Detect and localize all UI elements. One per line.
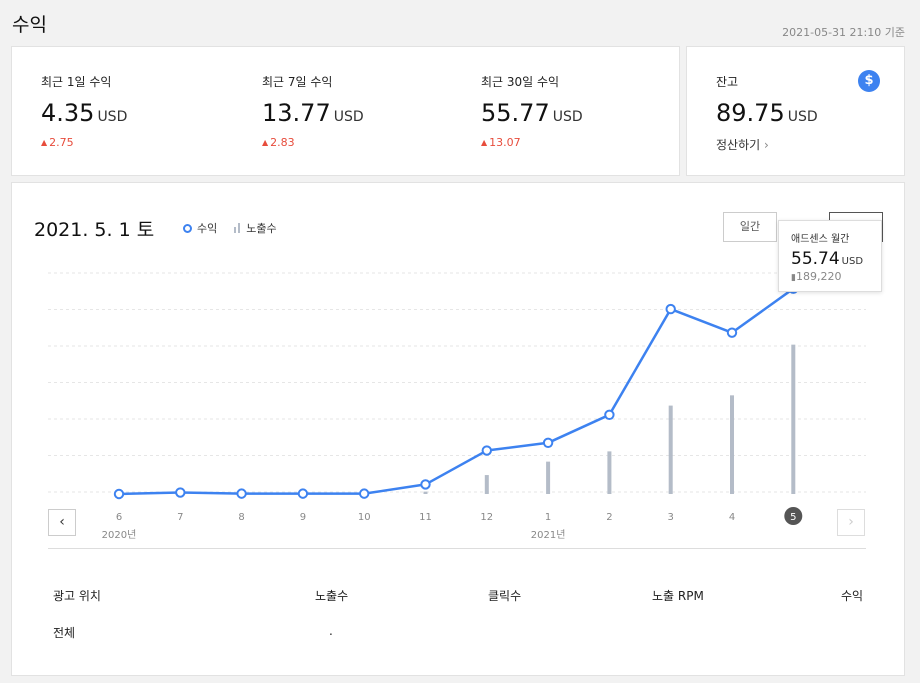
stat-unit: USD: [333, 109, 364, 125]
impressions-bar: [730, 395, 734, 494]
stat-unit: USD: [552, 109, 583, 125]
revenue-point: [113, 488, 125, 500]
th-revenue: 수익: [841, 589, 864, 603]
x-tick-label: 3: [668, 512, 674, 523]
stat-delta: 13.07: [489, 136, 521, 149]
x-tick-label: 11: [419, 512, 432, 523]
chevron-right-icon: ›: [764, 138, 769, 152]
stat-value: 4.35: [41, 99, 95, 127]
th-clicks: 클릭수: [488, 589, 522, 603]
balance-card: 잔고 89.75 USD $ 정산하기 ›: [686, 46, 905, 176]
revenue-line: [118, 287, 795, 496]
settle-link[interactable]: 정산하기 ›: [716, 136, 769, 153]
stat-label: 최근 30일 수익: [481, 75, 560, 89]
revenue-point: [420, 479, 431, 490]
x-tick-label: 6: [116, 512, 122, 523]
x-tick-label: 9: [300, 512, 306, 523]
legend-impressions-marker: [234, 223, 242, 233]
tab-daily[interactable]: 일간: [723, 212, 777, 242]
impressions-bar: [791, 344, 796, 494]
balance-stat: 잔고 89.75 USD: [716, 73, 818, 127]
page-title: 수익: [12, 14, 47, 36]
impressions-bar: [668, 405, 673, 494]
chart-tooltip: 애드센스 월간 55.74 USD ▮189,220: [778, 220, 882, 292]
x-tick-label: 8: [238, 512, 244, 523]
stat-value: 13.77: [262, 99, 331, 127]
stat-delta: 2.75: [49, 136, 74, 149]
prev-period-button[interactable]: ‹: [48, 509, 76, 536]
revenue-point: [359, 488, 370, 499]
legend-revenue-marker: [183, 223, 192, 233]
revenue-point: [604, 409, 615, 421]
tooltip-value: 55.74: [791, 249, 840, 269]
settle-link-label: 정산하기: [716, 138, 761, 152]
impressions-bar: [546, 461, 551, 494]
stat-delta: 2.83: [270, 136, 295, 149]
selected-month-marker: [784, 507, 803, 525]
stat-1day: 최근 1일 수익 4.35 USD ▲ 2.75: [41, 73, 127, 149]
chart-legend: 수익 노출수: [183, 220, 277, 236]
x-tick-label: 10: [358, 512, 371, 523]
dollar-icon: $: [858, 70, 880, 92]
stat-7day: 최근 7일 수익 13.77 USD ▲ 2.83: [262, 73, 364, 149]
balance-value: 89.75: [716, 99, 785, 127]
chart-date: 2021. 5. 1 토: [34, 219, 155, 241]
year-label: 2020년: [102, 529, 137, 541]
divider: [48, 548, 866, 549]
stat-label: 최근 1일 수익: [41, 75, 112, 89]
row-position: 전체: [53, 626, 76, 640]
tooltip-unit: USD: [841, 256, 864, 267]
impressions-bar: [484, 475, 489, 494]
revenue-point: [236, 488, 247, 499]
x-tick-label: 2: [606, 512, 612, 523]
revenue-point: [726, 327, 738, 338]
stat-value: 55.77: [481, 99, 550, 127]
impressions-bar: [423, 491, 428, 494]
stat-label: 최근 7일 수익: [262, 75, 333, 89]
bar-chart-icon: ▮: [791, 273, 796, 283]
revenue-stats-card: 최근 1일 수익 4.35 USD ▲ 2.75 최근 7일 수익 13.77 USD…: [11, 46, 680, 176]
tooltip-title: 애드센스 월간: [791, 234, 850, 245]
up-arrow-icon: ▲: [481, 138, 488, 147]
balance-label: 잔고: [716, 75, 739, 89]
th-impressions: 노출수: [315, 589, 349, 603]
x-tick-label: 4: [729, 512, 735, 523]
x-tick-label: 12: [480, 512, 493, 523]
th-rpm: 노출 RPM: [652, 589, 704, 603]
revenue-point: [297, 488, 309, 499]
x-tick-label: 7: [177, 512, 183, 523]
up-arrow-icon: ▲: [262, 138, 269, 147]
revenue-chart-card: 2021. 5. 1 토 수익 노출수 일간 6 7 8 9 10 11 12 1 2 3 4 5 20…: [11, 182, 905, 676]
revenue-point: [665, 303, 676, 315]
timestamp: 2021-05-31 21:10 기준: [782, 26, 905, 39]
legend-revenue-label: 수익: [197, 222, 218, 235]
stat-30day: 최근 30일 수익 55.77 USD ▲ 13.07: [481, 73, 583, 149]
revenue-point: [481, 445, 492, 456]
x-tick-label: 5: [790, 512, 796, 523]
revenue-point: [175, 487, 186, 498]
balance-unit: USD: [787, 109, 818, 125]
stat-unit: USD: [97, 109, 128, 125]
revenue-point: [542, 437, 554, 449]
x-tick-label: 1: [545, 512, 551, 523]
tooltip-impressions: 189,220: [795, 270, 842, 283]
next-period-button[interactable]: ›: [837, 509, 865, 536]
up-arrow-icon: ▲: [41, 138, 48, 147]
row-impressions: .: [329, 624, 333, 638]
impressions-bar: [607, 451, 612, 494]
year-label: 2021년: [531, 529, 566, 541]
th-ad-position: 광고 위치: [53, 589, 101, 603]
legend-impressions-label: 노출수: [246, 222, 277, 235]
